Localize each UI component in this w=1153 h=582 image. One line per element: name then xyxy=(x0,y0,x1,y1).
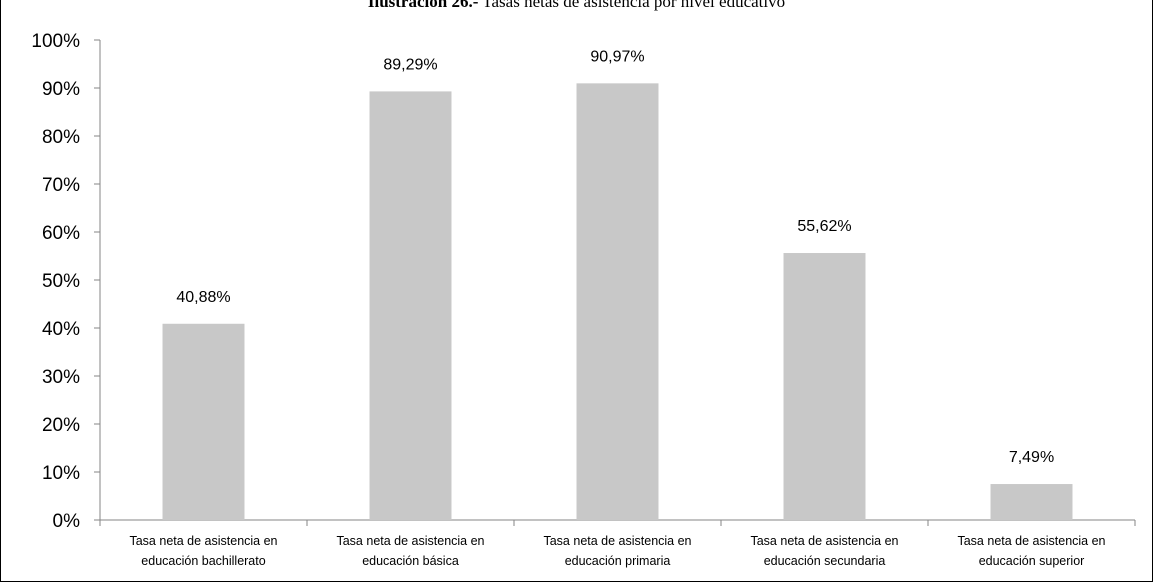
y-tick-label: 10% xyxy=(42,463,80,484)
chart-title-text: Tasas netas de asistencia por nivel educ… xyxy=(478,0,786,11)
y-tick-label: 60% xyxy=(42,223,80,244)
y-tick-label: 0% xyxy=(53,511,81,532)
y-tick-label: 20% xyxy=(42,415,80,436)
bar xyxy=(783,253,866,521)
x-category-label: educación secundaria xyxy=(764,554,886,568)
data-label: 55,62% xyxy=(797,218,851,235)
bar xyxy=(162,323,245,520)
y-tick-label: 50% xyxy=(42,271,80,292)
y-tick-label: 90% xyxy=(42,79,80,100)
bar xyxy=(576,83,659,521)
y-tick-label: 100% xyxy=(31,31,80,52)
data-label: 40,88% xyxy=(176,289,230,306)
y-tick-label: 40% xyxy=(42,319,80,340)
x-category-label: educación primaria xyxy=(565,554,671,568)
x-category-label: educación básica xyxy=(362,554,459,568)
x-category-label: Tasa neta de asistencia en xyxy=(543,534,691,548)
data-label: 7,49% xyxy=(1009,449,1054,466)
x-category-label: educación bachillerato xyxy=(141,554,265,568)
chart-title-bold: Ilustración 26.- xyxy=(367,0,479,11)
x-category-label: Tasa neta de asistencia en xyxy=(129,534,277,548)
y-tick-label: 70% xyxy=(42,175,80,196)
x-category-label: Tasa neta de asistencia en xyxy=(750,534,898,548)
y-tick-label: 80% xyxy=(42,127,80,148)
x-category-label: Tasa neta de asistencia en xyxy=(336,534,484,548)
x-category-label: educación superior xyxy=(979,554,1085,568)
data-label: 90,97% xyxy=(590,48,644,65)
y-tick-label: 30% xyxy=(42,367,80,388)
x-category-label: Tasa neta de asistencia en xyxy=(957,534,1105,548)
bar xyxy=(990,484,1073,520)
bar xyxy=(369,91,452,521)
data-label: 89,29% xyxy=(383,56,437,73)
chart-title: Ilustración 26.- Tasas netas de asistenc… xyxy=(0,0,1153,12)
